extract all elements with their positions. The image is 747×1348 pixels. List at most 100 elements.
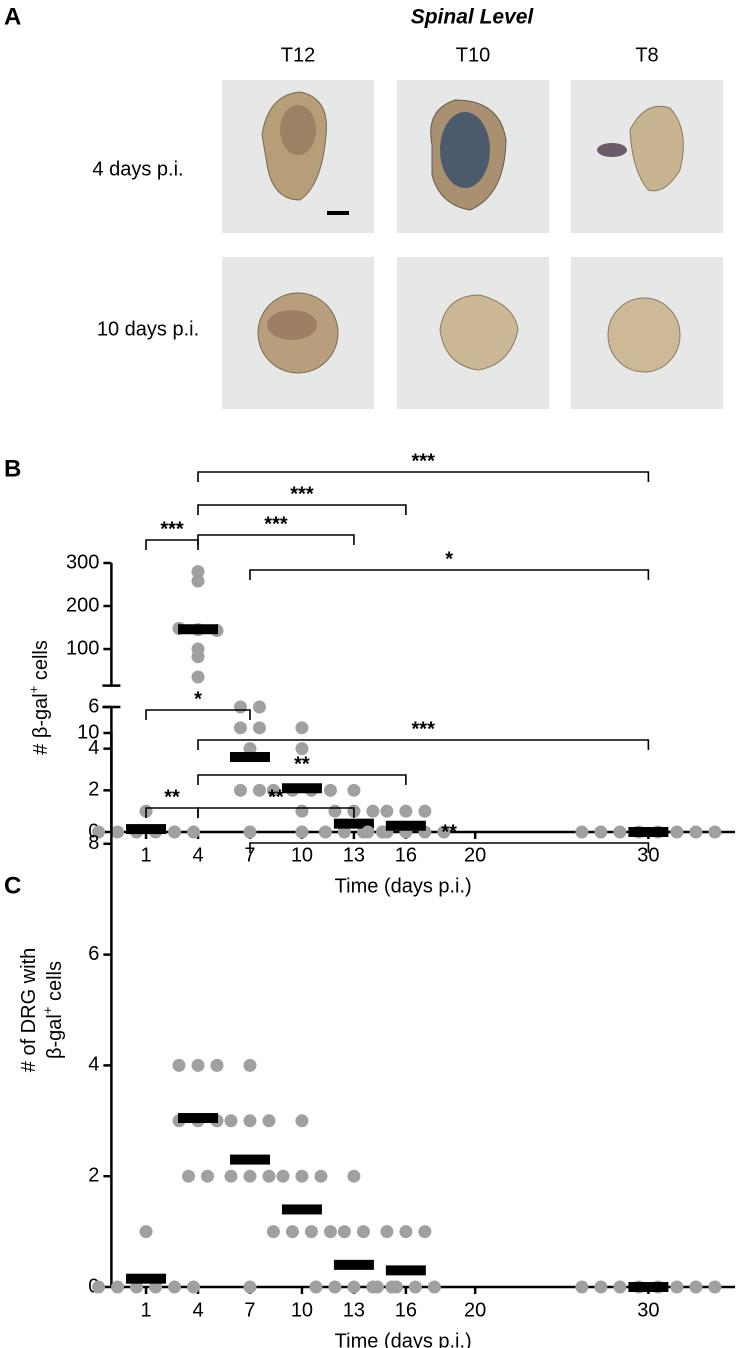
y-tick-label: 300 — [66, 551, 99, 573]
y-tick-label: 4 — [88, 1054, 99, 1076]
significance-bracket — [197, 807, 355, 818]
significance-bracket — [145, 539, 199, 550]
data-point — [408, 1280, 422, 1294]
data-point — [224, 1169, 238, 1183]
mean-bar — [178, 1113, 219, 1124]
data-point — [243, 742, 257, 756]
data-point — [347, 1169, 361, 1183]
data-point — [437, 825, 451, 839]
data-point — [111, 1280, 125, 1294]
data-point — [328, 804, 342, 818]
mean-bar — [281, 783, 322, 794]
tissue — [267, 310, 317, 340]
y-tick-label: 6 — [88, 943, 99, 965]
y-axis-label-part: # β-gal — [30, 693, 52, 755]
data-point — [168, 825, 182, 839]
x-tick-label: 20 — [464, 844, 486, 866]
data-point — [201, 1169, 215, 1183]
mean-bar — [628, 827, 669, 837]
data-point — [243, 1169, 257, 1183]
tissue — [440, 112, 490, 188]
data-point — [380, 804, 394, 818]
panel-letter: B — [4, 455, 21, 482]
data-point — [594, 825, 608, 839]
data-point — [295, 721, 309, 735]
data-point — [252, 700, 266, 714]
data-point — [224, 1114, 238, 1128]
mean-bar — [126, 824, 167, 835]
panel-title: Spinal Level — [411, 6, 535, 29]
y-tick-label: 200 — [66, 594, 99, 616]
mean-bar — [333, 1259, 374, 1270]
significance-bracket — [197, 504, 407, 515]
data-point — [191, 1058, 205, 1072]
data-point — [252, 783, 266, 797]
data-point — [575, 1280, 589, 1294]
data-point — [210, 1058, 224, 1072]
y-axis-label-part: + — [26, 686, 41, 694]
data-point — [130, 1280, 144, 1294]
row-label: 4 days p.i. — [92, 158, 183, 180]
significance-bracket — [145, 709, 251, 720]
data-point — [92, 1280, 106, 1294]
x-axis-label: Time (days p.i.) — [335, 875, 472, 897]
data-point — [262, 1114, 276, 1128]
significance-bracket — [249, 569, 650, 580]
x-tick-label: 13 — [343, 1299, 365, 1321]
data-point — [295, 804, 309, 818]
x-tick-label: 4 — [192, 1299, 203, 1321]
x-tick-label: 1 — [140, 1299, 151, 1321]
x-tick-label: 16 — [395, 844, 417, 866]
micrographs — [222, 80, 723, 409]
data-point — [243, 1058, 257, 1072]
significance-bracket — [197, 471, 650, 482]
y-tick-label: 2 — [88, 779, 99, 801]
x-tick-label: 4 — [192, 844, 203, 866]
data-point — [366, 804, 380, 818]
significance-label: *** — [160, 518, 184, 540]
row-label: 10 days p.i. — [97, 318, 199, 340]
data-point — [233, 721, 247, 735]
data-point — [323, 783, 337, 797]
tissue — [280, 105, 316, 155]
tissue — [629, 105, 684, 192]
data-point — [399, 804, 413, 818]
data-point — [187, 1280, 201, 1294]
data-point — [337, 1225, 351, 1239]
data-point — [92, 825, 106, 839]
data-point — [111, 825, 125, 839]
x-tick-label: 7 — [244, 1299, 255, 1321]
column-label: T12 — [281, 44, 315, 66]
data-point — [347, 1280, 361, 1294]
data-point — [689, 825, 703, 839]
data-point — [149, 1280, 163, 1294]
y-tick-label: 4 — [88, 737, 99, 759]
data-point — [304, 1225, 318, 1239]
data-point — [243, 1280, 257, 1294]
data-point — [314, 1169, 328, 1183]
x-tick-label: 1 — [140, 844, 151, 866]
significance-bracket — [197, 739, 650, 750]
data-point — [418, 804, 432, 818]
x-tick-label: 10 — [291, 1299, 313, 1321]
data-point — [613, 825, 627, 839]
data-point — [708, 825, 722, 839]
data-point — [613, 1280, 627, 1294]
mean-bar — [385, 1265, 426, 1276]
mean-bar — [126, 1273, 167, 1284]
data-point — [389, 1280, 403, 1294]
data-point — [670, 825, 684, 839]
y-axis-label-part: + — [40, 1007, 55, 1015]
data-point — [252, 721, 266, 735]
x-tick-label: 16 — [395, 1299, 417, 1321]
data-point — [418, 1225, 432, 1239]
mean-bar — [385, 820, 426, 831]
x-tick-label: 30 — [637, 844, 659, 866]
data-point — [172, 1058, 186, 1072]
tissue — [439, 294, 519, 371]
y-tick-label: 2 — [88, 1164, 99, 1186]
x-axis-label: Time (days p.i.) — [335, 1330, 472, 1348]
data-point — [168, 1280, 182, 1294]
x-tick-label: 7 — [244, 844, 255, 866]
